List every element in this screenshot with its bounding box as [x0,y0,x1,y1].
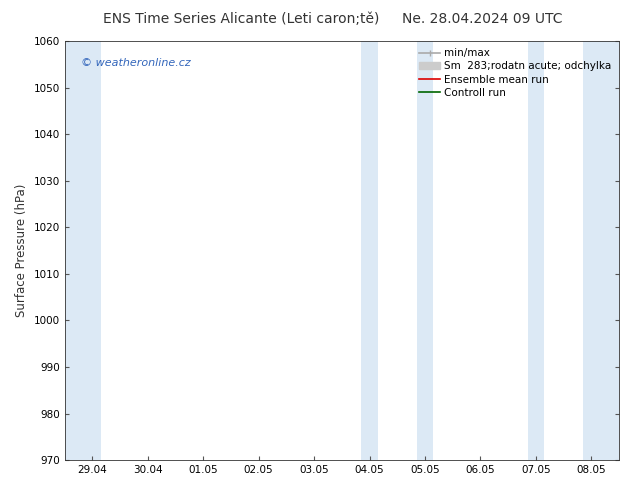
Text: © weatheronline.cz: © weatheronline.cz [81,58,191,68]
Text: ENS Time Series Alicante (Leti caron;tě): ENS Time Series Alicante (Leti caron;tě) [103,12,379,26]
Bar [361,41,378,460]
Bar [583,41,619,460]
Bar [417,41,433,460]
Text: Ne. 28.04.2024 09 UTC: Ne. 28.04.2024 09 UTC [401,12,562,26]
Bar [65,41,101,460]
Y-axis label: Surface Pressure (hPa): Surface Pressure (hPa) [15,184,28,318]
Legend: min/max, Sm  283;rodatn acute; odchylka, Ensemble mean run, Controll run: min/max, Sm 283;rodatn acute; odchylka, … [415,44,616,102]
Bar [527,41,544,460]
